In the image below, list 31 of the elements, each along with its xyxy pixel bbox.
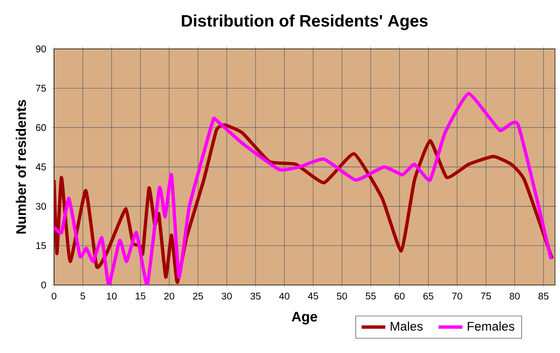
y-tick-label: 60: [36, 124, 46, 132]
x-tick-label: 15: [136, 292, 146, 300]
x-tick-label: 50: [336, 292, 347, 300]
legend-label: Males: [390, 322, 423, 331]
x-tick-label: 0: [52, 292, 56, 300]
x-tick-label: 45: [308, 292, 318, 300]
x-tick-label: 60: [394, 292, 405, 300]
y-tick-label: 15: [36, 242, 46, 250]
x-tick-label: 25: [193, 292, 203, 300]
x-axis-title: Age: [292, 312, 318, 324]
legend-label: Females: [468, 322, 514, 331]
x-tick-label: 55: [366, 292, 376, 300]
chart-title: Distribution of Residents' Ages: [182, 14, 428, 30]
x-tick-label: 80: [510, 292, 520, 300]
x-tick-label: 35: [250, 292, 261, 300]
y-tick-label: 45: [36, 164, 46, 170]
line-series: [54, 92, 553, 285]
x-tick-label: 30: [222, 292, 232, 300]
x-tick-label: 40: [279, 292, 290, 300]
x-tick-label: 85: [538, 292, 548, 300]
x-tick-label: 75: [480, 292, 491, 300]
x-tick-label: 5: [80, 292, 86, 300]
x-tick-label: 10: [106, 292, 117, 300]
y-tick-label: 75: [36, 84, 46, 92]
x-tick-label: 65: [423, 292, 434, 300]
y-tick-label: 30: [36, 202, 46, 210]
y-axis-title: Number of residents: [16, 100, 26, 234]
x-tick-label: 20: [164, 292, 174, 300]
y-tick-label: 0: [41, 282, 46, 288]
x-tick-label: 70: [452, 292, 462, 300]
y-tick-label: 90: [36, 45, 46, 52]
